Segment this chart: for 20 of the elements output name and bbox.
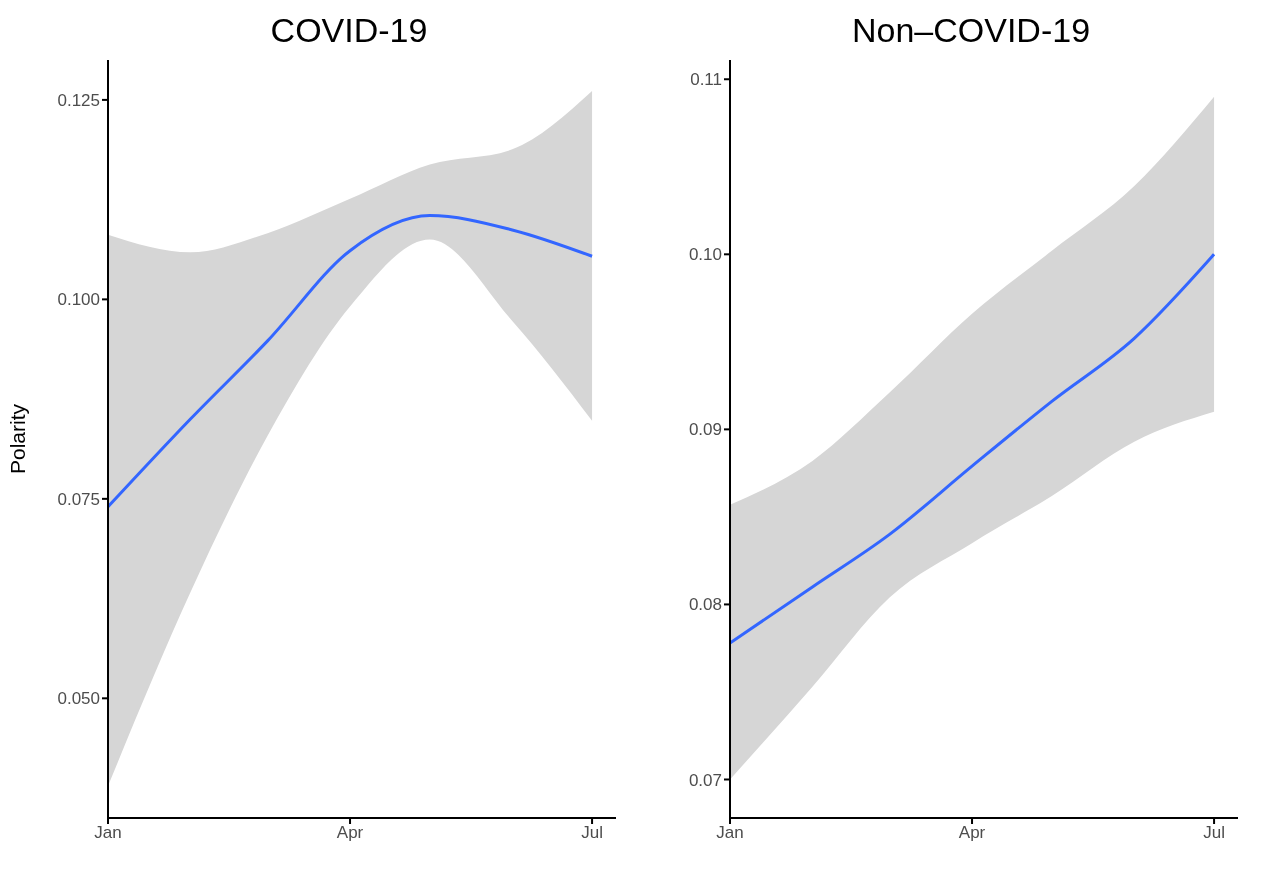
- x-tick-label: Apr: [336, 823, 364, 843]
- chart-title: COVID-19: [269, 10, 429, 51]
- y-tick-label: 0.125: [57, 90, 100, 110]
- x-tick-label: Jan: [94, 823, 122, 843]
- y-tick-label: 0.11: [690, 70, 722, 90]
- chart-title: Non–COVID-19: [850, 10, 1092, 51]
- line-series: [108, 214, 594, 509]
- y-tick-label: 0.10: [688, 245, 722, 265]
- x-tick-label: Apr: [958, 823, 986, 843]
- y-tick-label: 0.075: [57, 489, 100, 509]
- y-tick-label: 0.07: [688, 770, 722, 790]
- x-tick-label: Jul: [581, 823, 603, 843]
- y-tick-label: 0.09: [688, 420, 722, 440]
- y-tick-label: 0.050: [57, 689, 100, 709]
- x-tick-label: Jan: [716, 823, 744, 843]
- y-tick-label: 0.100: [57, 290, 100, 310]
- y-axis-title: Polarity: [6, 403, 30, 475]
- line-series: [730, 252, 1216, 645]
- y-tick-label: 0.08: [688, 595, 722, 615]
- x-tick-label: Jul: [1203, 823, 1225, 843]
